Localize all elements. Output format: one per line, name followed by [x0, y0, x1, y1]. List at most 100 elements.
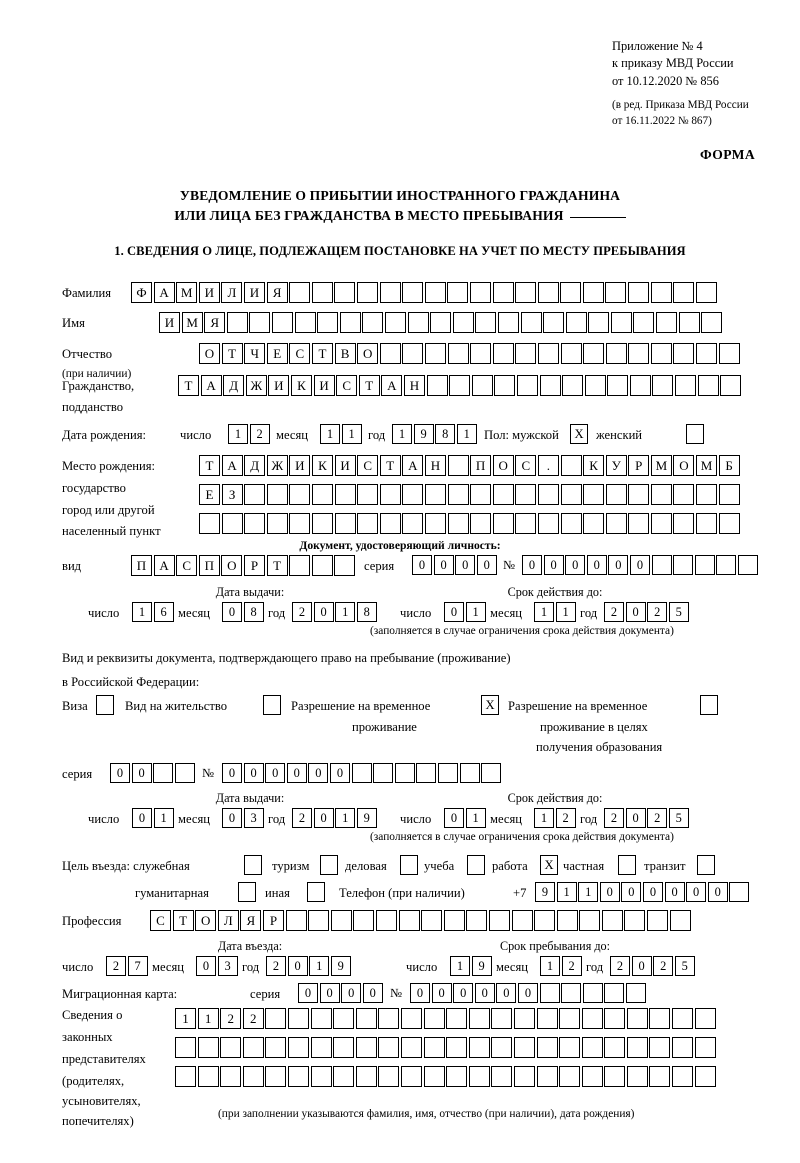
char-cell[interactable]	[492, 513, 514, 534]
char-cell[interactable]	[694, 555, 715, 575]
char-cell[interactable]	[452, 312, 474, 333]
char-cell[interactable]	[334, 484, 356, 505]
char-cell[interactable]: 0	[362, 983, 383, 1003]
char-cell[interactable]	[672, 1008, 694, 1029]
char-cell[interactable]	[673, 484, 695, 505]
char-cell[interactable]: О	[221, 555, 243, 576]
char-cell[interactable]	[287, 1037, 309, 1058]
char-cell[interactable]: С	[357, 455, 379, 476]
char-cell[interactable]	[287, 1008, 309, 1029]
char-cell[interactable]: 0	[308, 763, 329, 783]
char-cell[interactable]: 1	[175, 1008, 196, 1029]
char-cell[interactable]: О	[199, 343, 220, 364]
char-cell[interactable]	[423, 1037, 445, 1058]
purpose-study-checkbox[interactable]	[467, 855, 485, 875]
purpose-transit-checkbox[interactable]	[697, 855, 715, 875]
char-cell[interactable]: 1	[556, 882, 577, 902]
purpose-tourism-checkbox[interactable]	[320, 855, 338, 875]
char-cell[interactable]: Д	[223, 375, 245, 396]
char-cell[interactable]: 2	[604, 808, 624, 828]
char-cell[interactable]	[424, 513, 446, 534]
char-cell[interactable]	[285, 910, 307, 931]
char-cell[interactable]: 9	[413, 424, 434, 444]
char-cell[interactable]: Я	[266, 282, 288, 303]
char-cell[interactable]: П	[470, 455, 492, 476]
char-cell[interactable]	[696, 343, 718, 364]
char-cell[interactable]	[333, 1008, 355, 1029]
temp-residence-edu-checkbox[interactable]	[700, 695, 718, 715]
char-cell[interactable]	[604, 1066, 626, 1087]
char-cell[interactable]	[559, 1008, 581, 1029]
char-cell[interactable]: М	[176, 282, 198, 303]
char-cell[interactable]: Т	[199, 455, 220, 476]
char-cell[interactable]	[471, 375, 493, 396]
char-cell[interactable]: Я	[240, 910, 262, 931]
char-cell[interactable]	[697, 375, 719, 396]
char-cell[interactable]	[220, 1066, 242, 1087]
char-cell[interactable]: Т	[311, 343, 333, 364]
char-cell[interactable]	[601, 910, 623, 931]
char-cell[interactable]: 8	[356, 602, 377, 622]
char-cell[interactable]	[355, 1037, 377, 1058]
char-cell[interactable]	[402, 282, 424, 303]
char-cell[interactable]: Т	[358, 375, 380, 396]
char-cell[interactable]	[737, 555, 758, 575]
char-cell[interactable]	[673, 555, 694, 575]
char-cell[interactable]: 0	[496, 983, 517, 1003]
char-cell[interactable]	[583, 484, 605, 505]
residence-permit-checkbox[interactable]	[263, 695, 281, 715]
char-cell[interactable]	[446, 1008, 468, 1029]
char-cell[interactable]	[607, 375, 629, 396]
char-cell[interactable]	[197, 1066, 219, 1087]
char-cell[interactable]	[581, 1037, 603, 1058]
char-cell[interactable]	[633, 312, 655, 333]
char-cell[interactable]	[650, 484, 672, 505]
char-cell[interactable]	[672, 1037, 694, 1058]
char-cell[interactable]	[718, 343, 740, 364]
char-cell[interactable]	[242, 1037, 264, 1058]
char-cell[interactable]: С	[176, 555, 198, 576]
char-cell[interactable]: 3	[217, 956, 238, 976]
char-cell[interactable]	[647, 910, 669, 931]
char-cell[interactable]: Л	[221, 282, 243, 303]
char-cell[interactable]: 0	[329, 763, 350, 783]
purpose-official-checkbox[interactable]	[244, 855, 262, 875]
char-cell[interactable]: К	[311, 455, 333, 476]
char-cell[interactable]	[513, 1037, 535, 1058]
char-cell[interactable]	[447, 513, 469, 534]
char-cell[interactable]: 0	[110, 763, 130, 783]
char-cell[interactable]	[488, 910, 510, 931]
char-cell[interactable]	[311, 513, 333, 534]
char-cell[interactable]	[424, 484, 446, 505]
char-cell[interactable]: Л	[217, 910, 239, 931]
char-cell[interactable]	[355, 1066, 377, 1087]
char-cell[interactable]	[537, 282, 559, 303]
char-cell[interactable]	[384, 312, 406, 333]
sex-male-checkbox[interactable]: X	[570, 424, 588, 444]
char-cell[interactable]: К	[583, 455, 605, 476]
char-cell[interactable]	[560, 282, 582, 303]
char-cell[interactable]	[470, 513, 492, 534]
char-cell[interactable]: 0	[265, 763, 286, 783]
char-cell[interactable]: 2	[220, 1008, 242, 1029]
char-cell[interactable]	[311, 484, 333, 505]
char-cell[interactable]: Ч	[244, 343, 266, 364]
char-cell[interactable]	[356, 282, 378, 303]
char-cell[interactable]: И	[159, 312, 180, 333]
purpose-humanitarian-checkbox[interactable]	[238, 882, 256, 902]
char-cell[interactable]	[669, 910, 691, 931]
char-cell[interactable]	[584, 375, 606, 396]
char-cell[interactable]: 1	[132, 602, 152, 622]
char-cell[interactable]	[492, 484, 514, 505]
char-cell[interactable]	[378, 1037, 400, 1058]
